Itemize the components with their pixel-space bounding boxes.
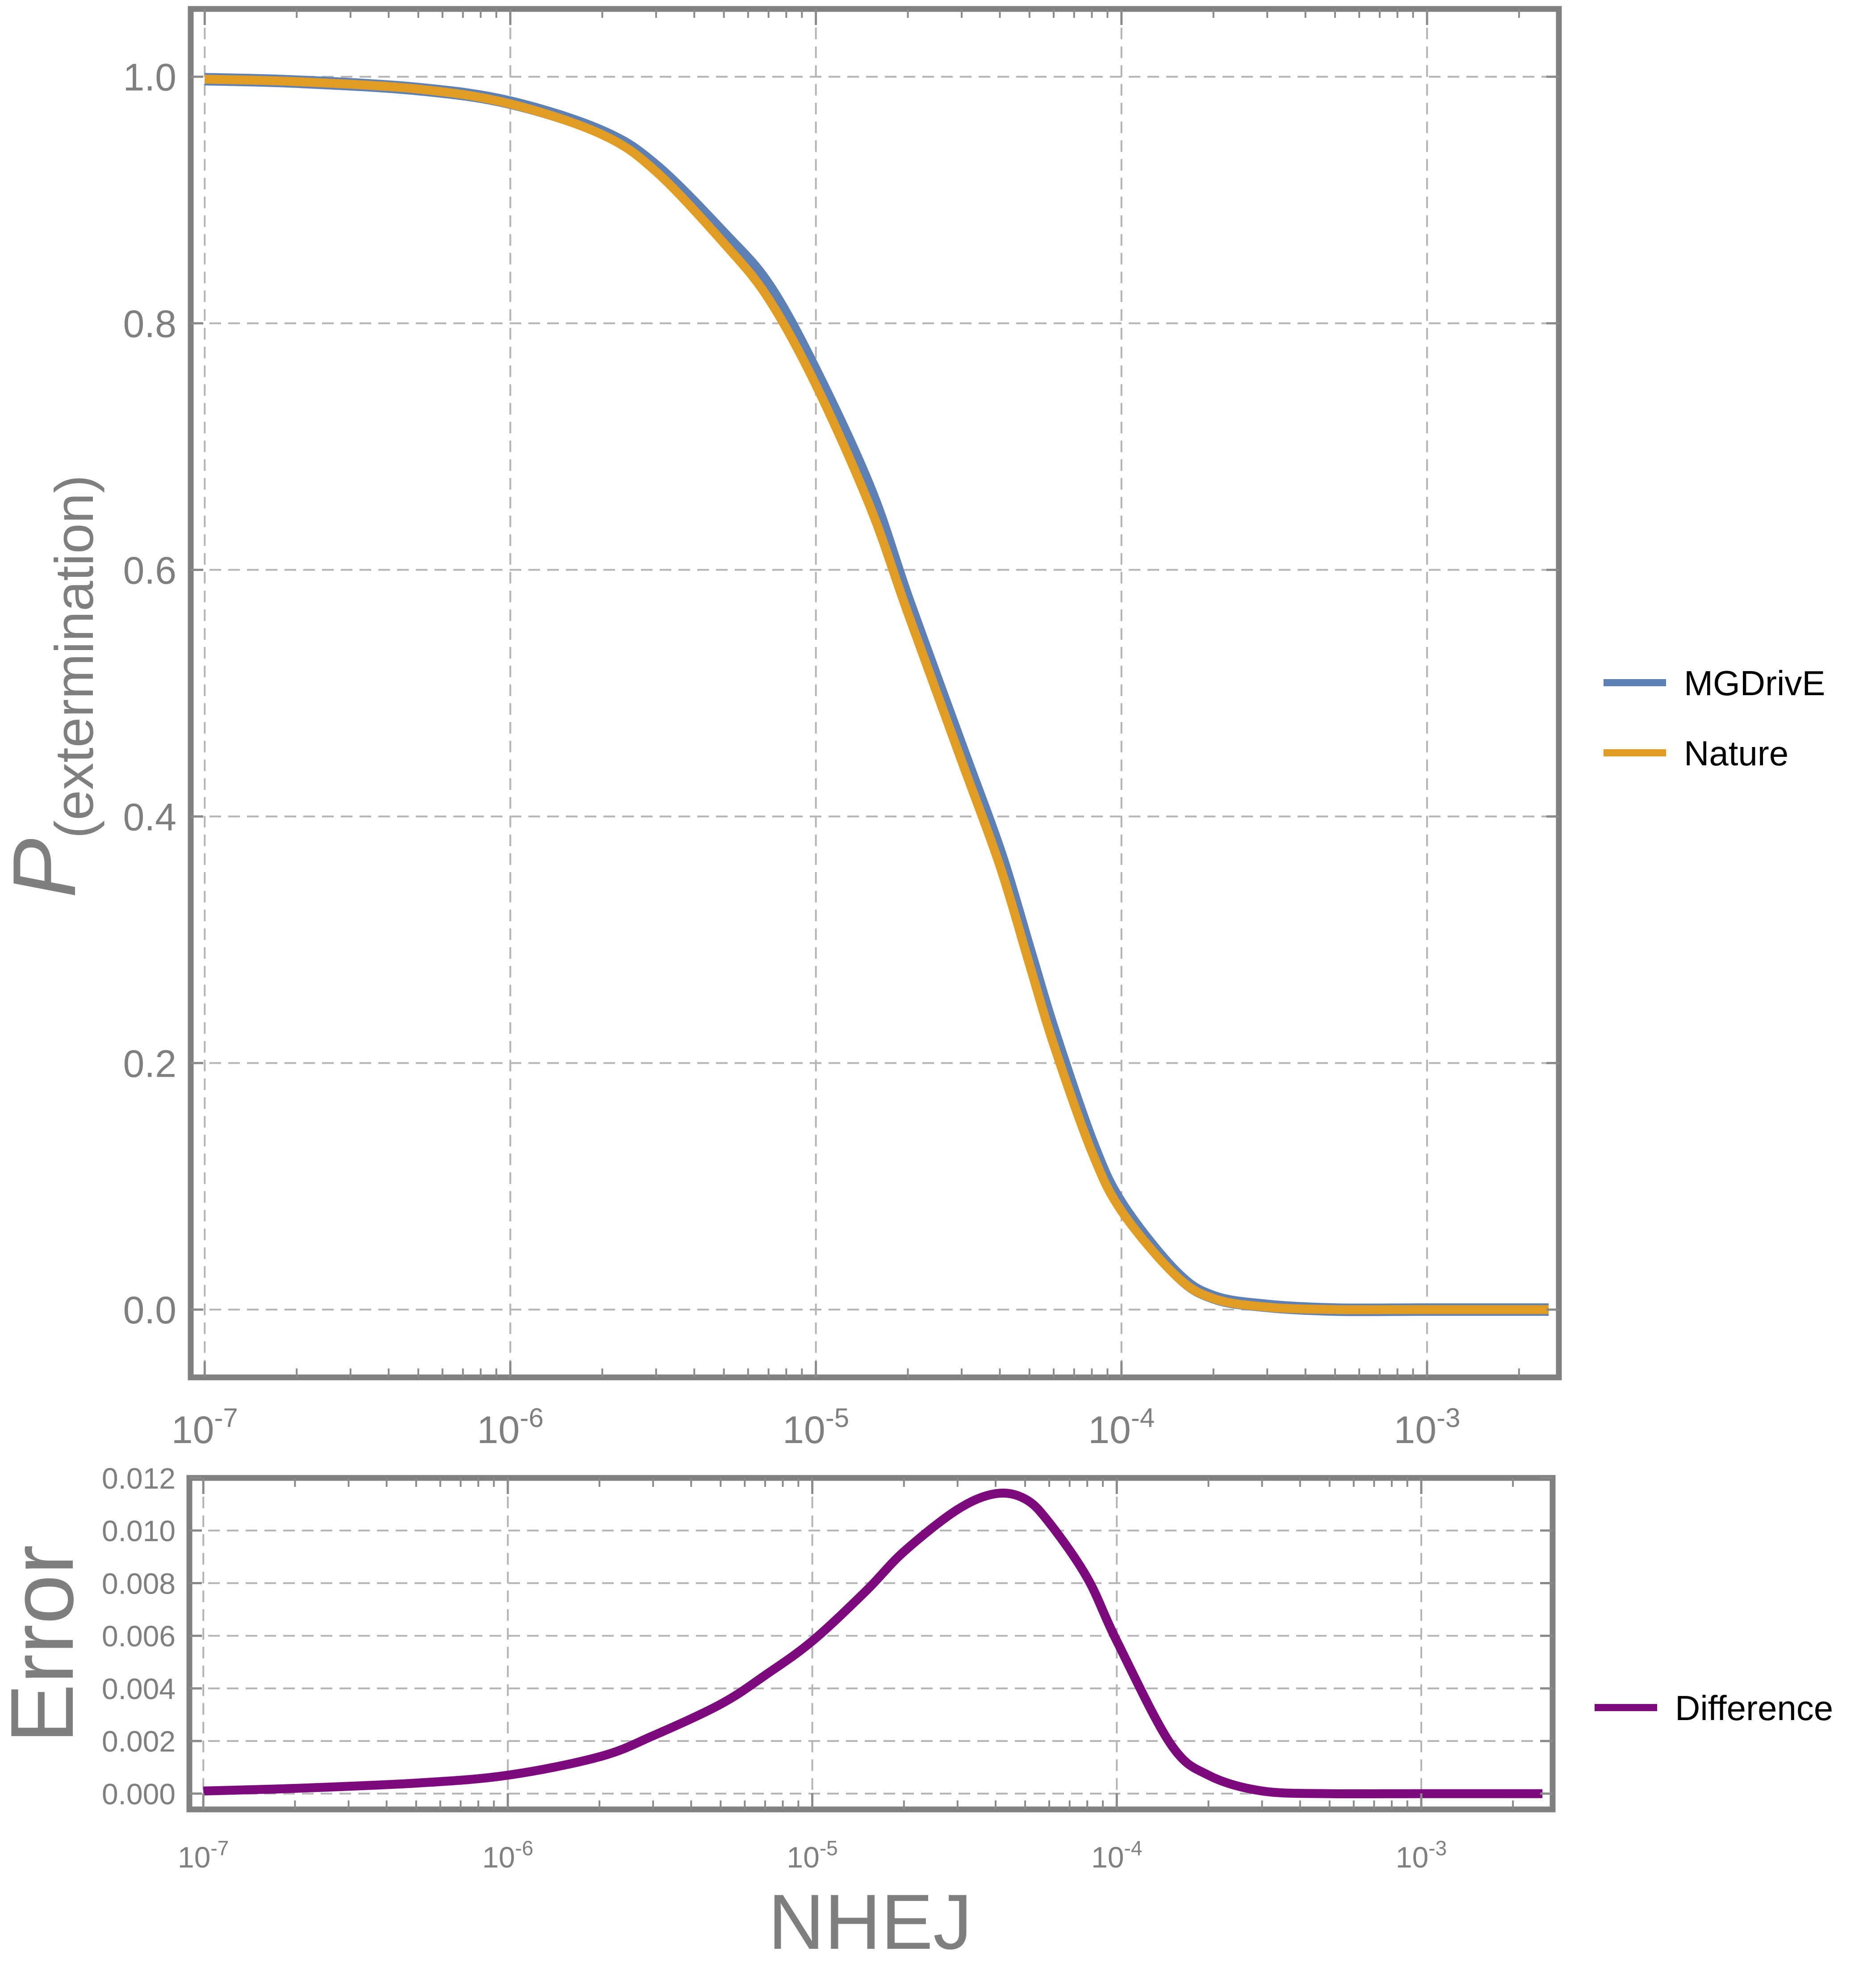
x-tick-label-exponent: -3 [1436, 1403, 1460, 1433]
legend-label-mgdrive: MGDrivE [1684, 663, 1825, 703]
y-tick-label: 0.8 [123, 303, 176, 346]
x-tick-label-base: 10 [172, 1409, 214, 1452]
top-panel: 0.00.20.40.60.81.0 10-7 10-6 10-5 10-4 10-3 … [0, 6, 1825, 1452]
x-tick-label: 10-3 [1394, 1403, 1460, 1452]
top-legend: MGDrivE Nature [1604, 663, 1825, 773]
top-y-axis-title-subscript: (extermination) [44, 475, 105, 839]
top-ytick-labels: 0.0 0.2 0.4 0.6 0.8 1.0 [123, 56, 176, 1332]
y-tick-label: 0.006 [102, 1620, 176, 1653]
x-tick-label-base: 10 [1396, 1841, 1428, 1874]
x-tick-label-exponent: -4 [1131, 1403, 1155, 1433]
bottom-xtick-labels: 10-7 10-6 10-5 10-4 10-3 [178, 1836, 1447, 1874]
x-tick-label-exponent: -7 [214, 1403, 238, 1433]
x-tick-label: 10-3 [1396, 1836, 1447, 1874]
bottom-legend: Difference [1595, 1688, 1833, 1728]
y-tick-label: 0.0 [123, 1289, 176, 1332]
x-tick-label-base: 10 [1088, 1409, 1131, 1452]
x-tick-label: 10-5 [783, 1403, 849, 1452]
y-tick-label: 0.002 [102, 1725, 176, 1758]
x-tick-label-base: 10 [482, 1841, 515, 1874]
x-tick-label-exponent: -5 [825, 1403, 849, 1433]
x-tick-label-exponent: -7 [210, 1836, 229, 1859]
y-tick-label: 0.012 [102, 1462, 176, 1495]
y-tick-label: 0.6 [123, 550, 176, 592]
series-line-difference [203, 1488, 1543, 1799]
y-tick-label: 0.2 [123, 1042, 176, 1085]
x-tick-label-exponent: -3 [1428, 1836, 1447, 1859]
bottom-y-axis-title: Error [0, 1545, 92, 1743]
top-ticks [191, 9, 1559, 1377]
x-tick-label: 10-6 [482, 1836, 533, 1874]
legend-label-nature: Nature [1684, 734, 1788, 773]
bottom-ticks [189, 1477, 1553, 1809]
series-line-nature [205, 75, 1549, 1314]
x-tick-label: 10-4 [1091, 1836, 1142, 1874]
top-xtick-labels: 10-7 10-6 10-5 10-4 10-3 [172, 1403, 1461, 1452]
y-tick-label: 0.000 [102, 1777, 176, 1810]
top-series [204, 73, 1549, 1316]
x-tick-label: 10-4 [1088, 1403, 1155, 1452]
x-tick-label-base: 10 [783, 1409, 825, 1452]
y-tick-label: 0.008 [102, 1567, 176, 1600]
bottom-series [203, 1488, 1543, 1799]
y-tick-label: 1.0 [123, 56, 176, 99]
x-tick-label-exponent: -6 [520, 1403, 544, 1433]
y-tick-label: 0.4 [123, 796, 176, 839]
y-tick-label: 0.004 [102, 1672, 176, 1705]
x-tick-label: 10-5 [787, 1836, 838, 1874]
x-tick-label-base: 10 [477, 1409, 520, 1452]
bottom-ytick-labels: 0.000 0.002 0.004 0.006 0.008 0.010 0.012 [102, 1462, 176, 1811]
y-tick-label: 0.010 [102, 1515, 176, 1548]
x-tick-label-base: 10 [178, 1841, 210, 1874]
x-tick-label-base: 10 [1394, 1409, 1436, 1452]
top-plot-frame [188, 6, 1562, 1381]
x-tick-label-base: 10 [787, 1841, 819, 1874]
top-grid [191, 9, 1559, 1377]
x-tick-label: 10-6 [477, 1403, 544, 1452]
legend-label-difference: Difference [1675, 1688, 1833, 1728]
bottom-x-axis-title: NHEJ [768, 1879, 972, 1964]
x-tick-label-exponent: -6 [515, 1836, 533, 1859]
x-tick-label-exponent: -4 [1124, 1836, 1143, 1859]
x-tick-label-exponent: -5 [820, 1836, 838, 1859]
x-tick-label: 10-7 [178, 1836, 229, 1874]
x-tick-label: 10-7 [172, 1403, 238, 1452]
top-y-axis-title: P(extermination) [0, 475, 105, 898]
top-y-axis-title-main: P [0, 839, 94, 898]
bottom-plot-frame [186, 1475, 1556, 1813]
x-tick-label-base: 10 [1091, 1841, 1124, 1874]
